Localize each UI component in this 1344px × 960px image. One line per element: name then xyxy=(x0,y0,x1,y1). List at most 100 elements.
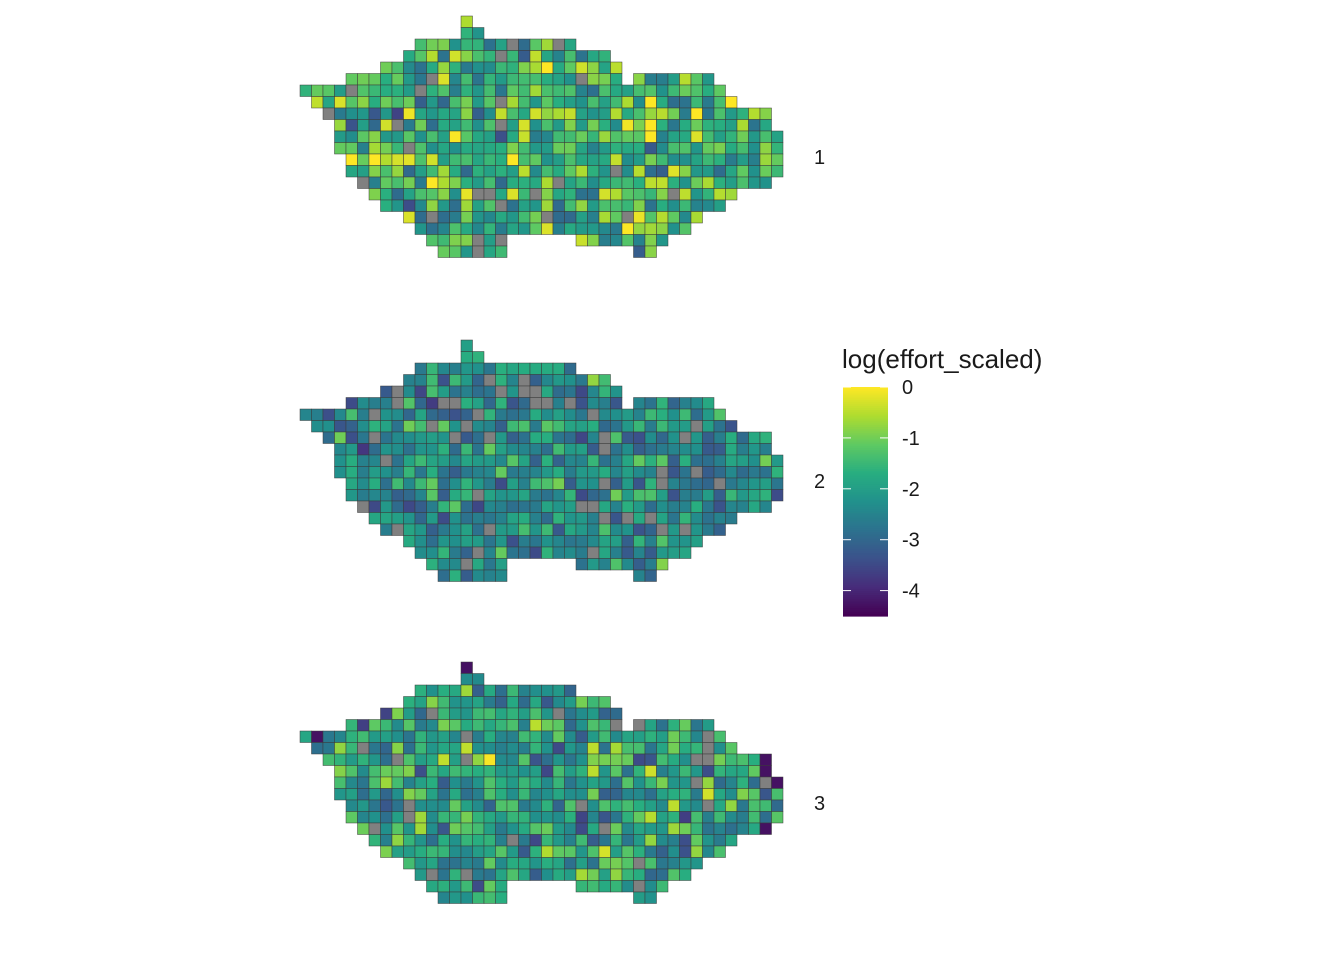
grid-cell xyxy=(495,684,508,697)
grid-cell xyxy=(736,765,749,778)
grid-cell xyxy=(368,96,381,109)
grid-cell xyxy=(357,477,370,490)
grid-cell xyxy=(759,477,772,490)
grid-cell xyxy=(598,222,611,235)
grid-cell xyxy=(575,719,588,732)
grid-cell xyxy=(414,374,427,387)
grid-cell xyxy=(552,199,565,212)
grid-cell xyxy=(460,489,473,502)
grid-cell xyxy=(357,742,370,755)
grid-cell xyxy=(426,535,439,548)
grid-cell xyxy=(644,857,657,870)
grid-cell xyxy=(598,857,611,870)
grid-cell xyxy=(529,500,542,513)
grid-cell xyxy=(495,500,508,513)
grid-cell xyxy=(391,512,404,525)
grid-cell xyxy=(667,834,680,847)
grid-cell xyxy=(529,443,542,456)
grid-cell xyxy=(357,73,370,86)
grid-cell xyxy=(506,799,519,812)
grid-cell xyxy=(610,443,623,456)
grid-cell xyxy=(391,776,404,789)
grid-cell xyxy=(414,707,427,720)
grid-cell xyxy=(690,765,703,778)
grid-cell xyxy=(426,466,439,479)
grid-cell xyxy=(575,199,588,212)
grid-cell xyxy=(713,845,726,858)
grid-cell xyxy=(552,512,565,525)
grid-cell xyxy=(449,38,462,51)
grid-cell xyxy=(771,454,784,467)
grid-cell xyxy=(656,142,669,155)
grid-cell xyxy=(460,222,473,235)
grid-cell xyxy=(702,119,715,132)
grid-cell xyxy=(771,142,784,155)
grid-cell xyxy=(667,153,680,166)
grid-cell xyxy=(368,742,381,755)
grid-cell xyxy=(667,176,680,189)
grid-cell xyxy=(667,73,680,86)
grid-cell xyxy=(679,130,692,143)
grid-cell xyxy=(414,153,427,166)
grid-cell xyxy=(610,199,623,212)
grid-cell xyxy=(564,211,577,224)
grid-cell xyxy=(391,397,404,410)
grid-cell xyxy=(713,811,726,824)
grid-cell xyxy=(610,397,623,410)
grid-cell xyxy=(414,50,427,63)
grid-cell xyxy=(656,84,669,97)
grid-cell xyxy=(518,719,531,732)
grid-cell xyxy=(449,788,462,801)
grid-cell xyxy=(357,730,370,743)
grid-cell xyxy=(506,454,519,467)
grid-cell xyxy=(495,753,508,766)
grid-cell xyxy=(414,546,427,559)
grid-cell xyxy=(656,73,669,86)
grid-cell xyxy=(483,512,496,525)
grid-cell xyxy=(679,199,692,212)
grid-cell xyxy=(587,466,600,479)
grid-cell xyxy=(357,84,370,97)
grid-cell xyxy=(587,788,600,801)
grid-cell xyxy=(621,234,634,247)
grid-cell xyxy=(506,211,519,224)
grid-cell xyxy=(368,730,381,743)
grid-cell xyxy=(414,730,427,743)
grid-cell xyxy=(644,834,657,847)
grid-cell xyxy=(610,535,623,548)
grid-cell xyxy=(472,730,485,743)
grid-cell xyxy=(529,176,542,189)
grid-cell xyxy=(690,73,703,86)
grid-cell xyxy=(736,153,749,166)
grid-cell xyxy=(380,61,393,74)
grid-cell xyxy=(483,84,496,97)
grid-cell xyxy=(483,696,496,709)
grid-cell xyxy=(437,211,450,224)
grid-cell xyxy=(495,130,508,143)
grid-cell xyxy=(449,84,462,97)
grid-cell xyxy=(357,788,370,801)
grid-cell xyxy=(633,397,646,410)
grid-cell xyxy=(483,454,496,467)
grid-cell xyxy=(495,50,508,63)
grid-cell xyxy=(437,385,450,398)
grid-cell xyxy=(345,811,358,824)
grid-cell xyxy=(644,799,657,812)
grid-cell xyxy=(414,107,427,120)
grid-cell xyxy=(529,535,542,548)
grid-cell xyxy=(541,107,554,120)
grid-cell xyxy=(679,546,692,559)
grid-cell xyxy=(759,799,772,812)
grid-cell xyxy=(667,857,680,870)
grid-cell xyxy=(575,834,588,847)
grid-cell xyxy=(667,512,680,525)
grid-cell xyxy=(403,211,416,224)
grid-cell xyxy=(449,374,462,387)
grid-cell xyxy=(633,96,646,109)
grid-cell xyxy=(426,222,439,235)
grid-cell xyxy=(679,523,692,536)
grid-cell xyxy=(587,397,600,410)
grid-cell xyxy=(621,776,634,789)
grid-cell xyxy=(702,523,715,536)
grid-cell xyxy=(426,119,439,132)
